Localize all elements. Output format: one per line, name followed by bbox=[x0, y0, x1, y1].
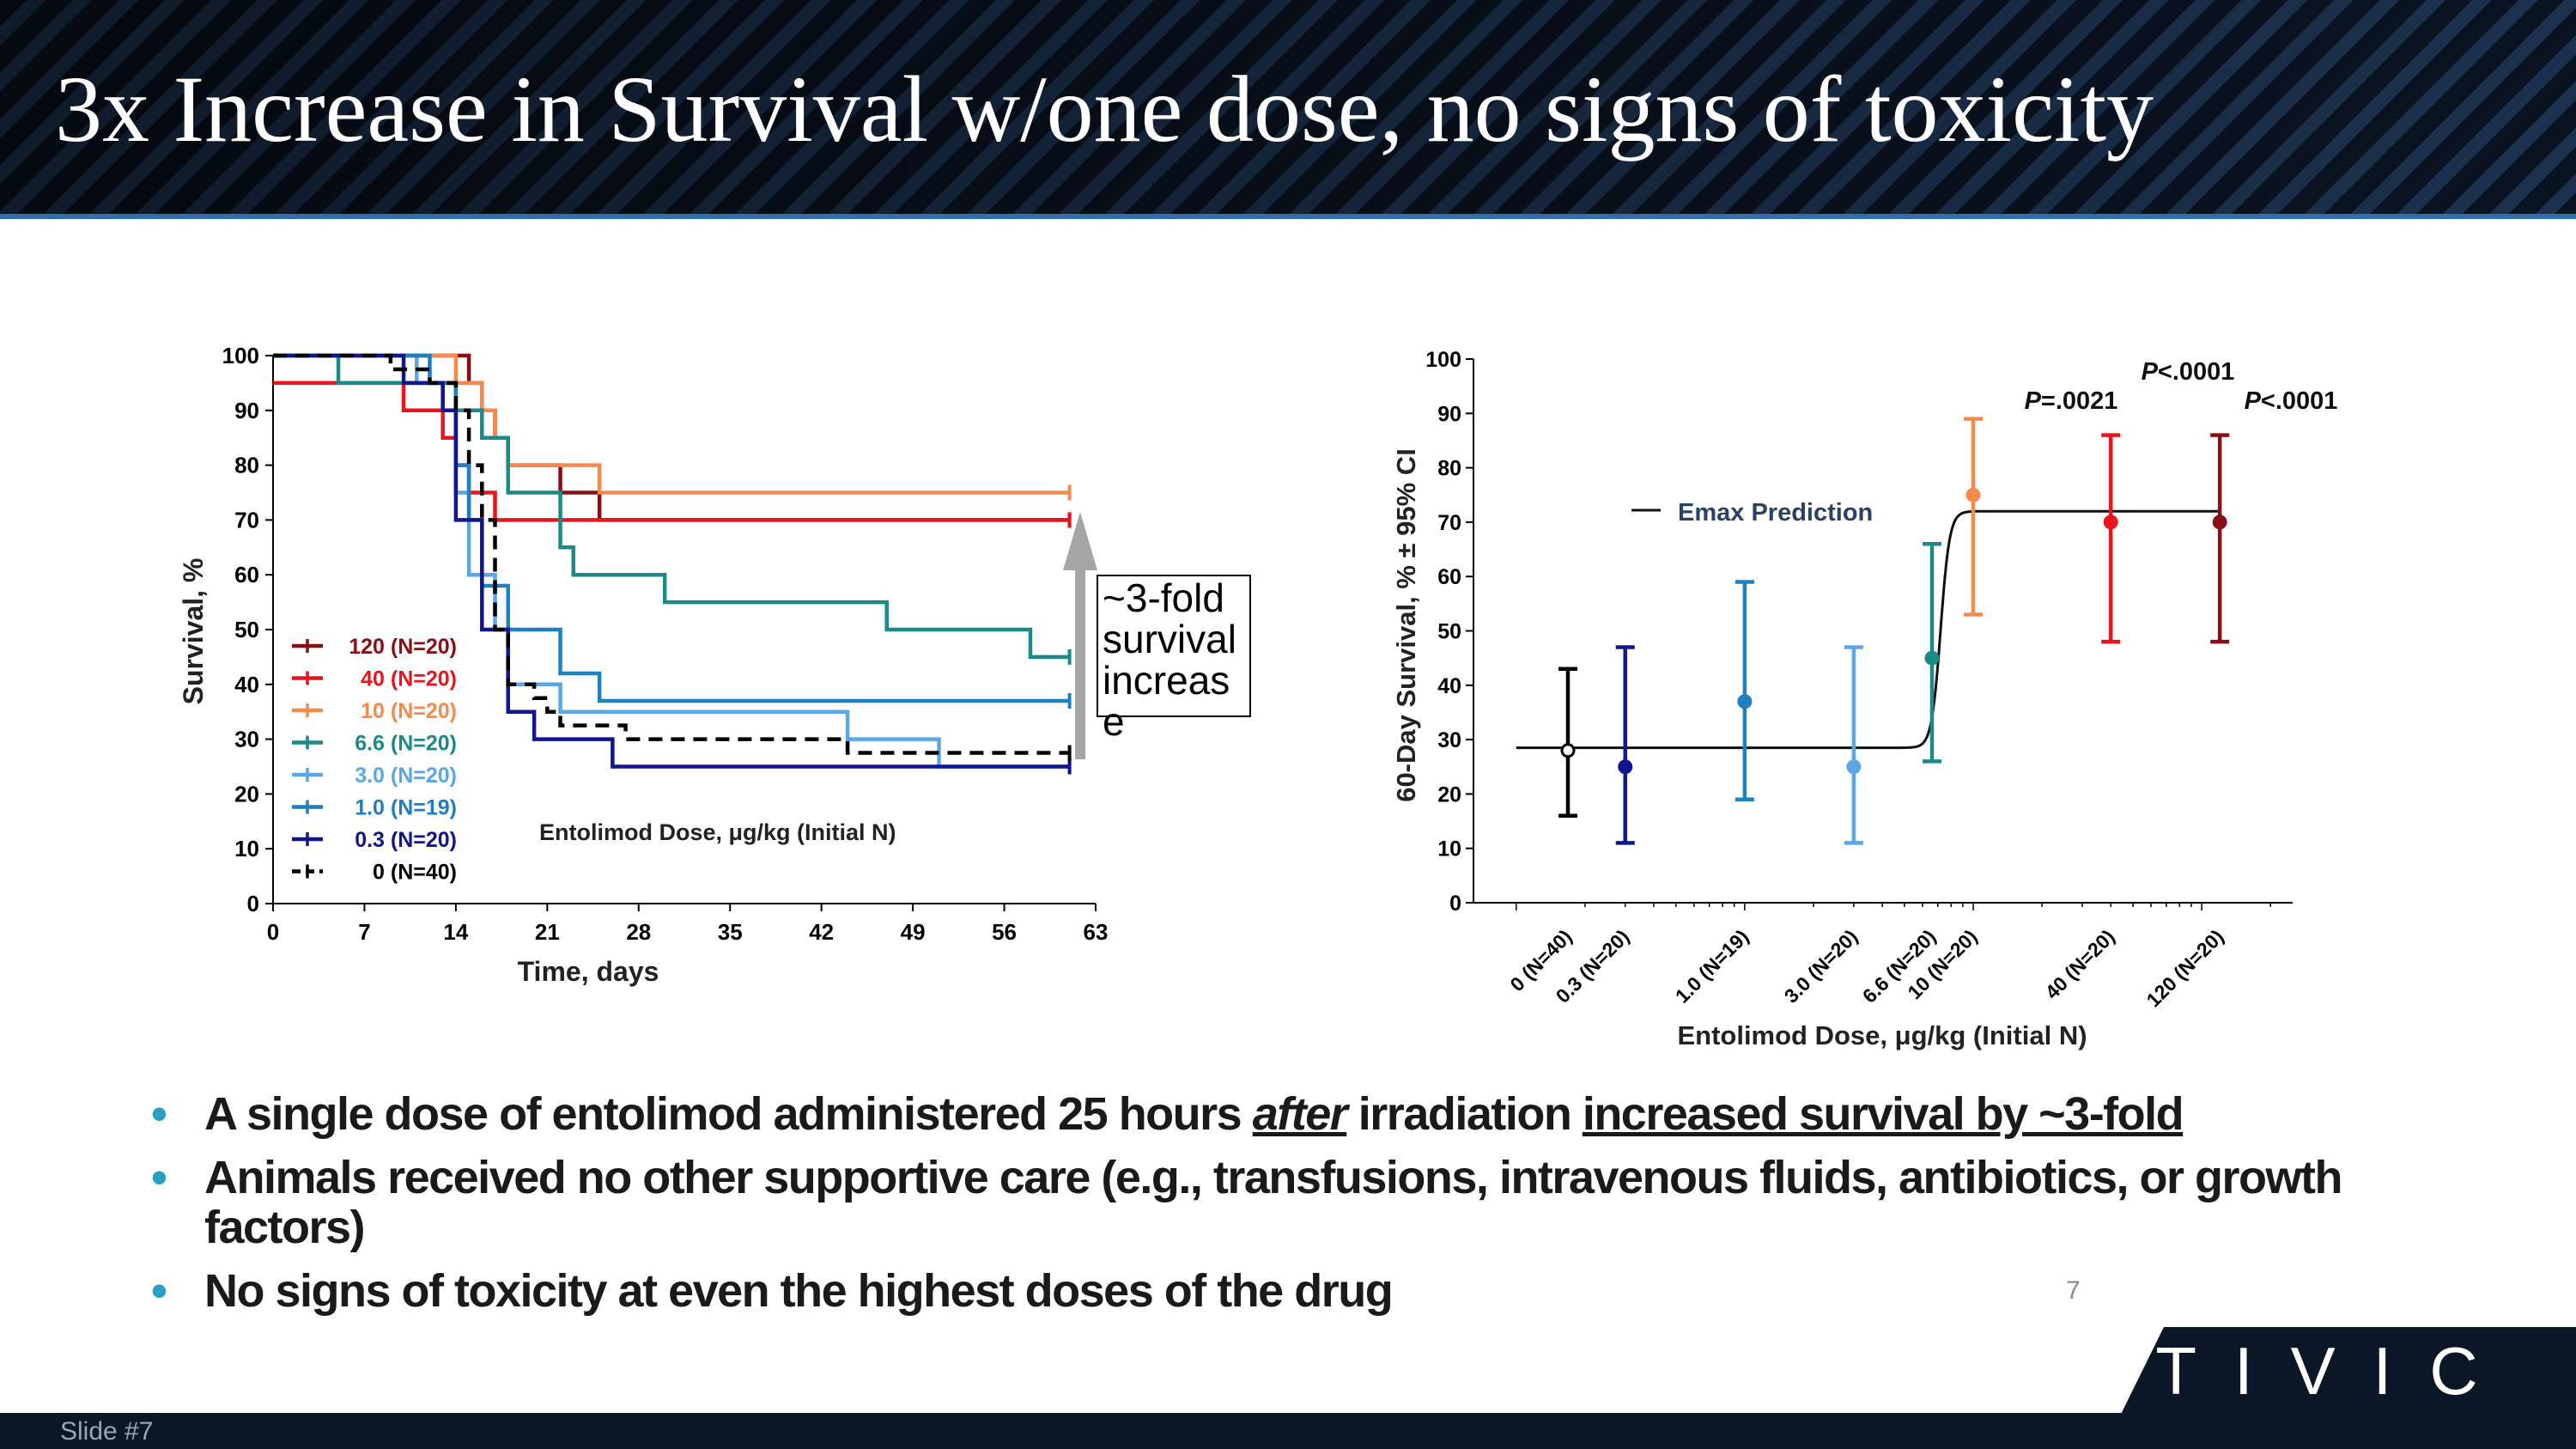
km-y-tick-label: 30 bbox=[234, 727, 259, 752]
bullet-dot: • bbox=[151, 1088, 167, 1140]
annotation-line: survival bbox=[1103, 617, 1236, 661]
km-legend-title: Entolimod Dose, μg/kg (Initial N) bbox=[539, 819, 896, 845]
title-banner: 3x Increase in Survival w/one dose, no s… bbox=[0, 0, 2576, 219]
bullet-1-part-3: irradiation bbox=[1346, 1088, 1583, 1140]
slide-title: 3x Increase in Survival w/one dose, no s… bbox=[55, 57, 2154, 161]
km-series-line bbox=[273, 381, 1070, 522]
company-logo: TIVIC bbox=[2155, 1333, 2515, 1409]
km-x-tick-label: 42 bbox=[809, 919, 834, 945]
annotation-line: increas bbox=[1103, 658, 1230, 703]
km-series-line bbox=[273, 353, 1070, 769]
km-y-tick-label: 100 bbox=[222, 343, 259, 368]
km-x-tick-label: 21 bbox=[535, 919, 560, 945]
km-y-tick-label: 10 bbox=[234, 836, 259, 861]
banner-rule bbox=[0, 214, 2576, 219]
km-x-tick-label: 49 bbox=[901, 919, 926, 945]
km-x-tick-label: 56 bbox=[992, 919, 1017, 945]
bullet-1: • A single dose of entolimod administered… bbox=[151, 1089, 2452, 1139]
bullet-3-text: No signs of toxicity at even the highest… bbox=[204, 1265, 1394, 1317]
annotation-line: ~3-fold bbox=[1103, 575, 1224, 620]
km-y-tick-label: 20 bbox=[234, 781, 259, 807]
km-series-line bbox=[273, 353, 1070, 755]
banner-shade bbox=[0, 0, 2576, 219]
bullet-dot: • bbox=[151, 1265, 167, 1317]
km-y-tick-label: 40 bbox=[234, 672, 259, 697]
increase-arrow-head bbox=[1063, 512, 1097, 570]
km-legend-label: 0 (N=40) bbox=[373, 861, 457, 885]
km-x-tick-label: 28 bbox=[626, 919, 651, 945]
bullet-2: • Animals received no other supportive ca… bbox=[151, 1153, 2452, 1252]
km-x-tick-label: 0 bbox=[267, 919, 279, 945]
bullet-2-text: Animals received no other supportive car… bbox=[204, 1152, 2343, 1253]
km-legend-label: 1.0 (N=19) bbox=[355, 796, 457, 820]
km-series-line bbox=[273, 353, 1070, 495]
km-y-tick-label: 60 bbox=[234, 562, 259, 588]
km-x-tick-label: 63 bbox=[1084, 919, 1109, 945]
km-legend-label: 6.6 (N=20) bbox=[355, 732, 457, 756]
km-x-axis-label: Time, days bbox=[518, 956, 659, 987]
km-y-axis-label: Survival, % bbox=[178, 558, 209, 705]
bullet-1-part-1: A single dose of entolimod administered … bbox=[204, 1088, 1253, 1140]
km-series-line bbox=[273, 353, 1070, 660]
km-y-tick-label: 0 bbox=[247, 891, 259, 916]
increase-arrow-shaft bbox=[1075, 570, 1085, 759]
km-x-tick-label: 35 bbox=[718, 919, 743, 945]
km-legend-label: 10 (N=20) bbox=[361, 699, 457, 723]
bullet-dot: • bbox=[151, 1152, 167, 1203]
slide-label: Slide #7 bbox=[60, 1417, 154, 1446]
km-y-tick-label: 90 bbox=[234, 398, 259, 423]
page-number: 7 bbox=[2066, 1276, 2081, 1305]
footer-strip bbox=[0, 1413, 2576, 1449]
km-legend-label: 120 (N=20) bbox=[349, 635, 457, 659]
bullet-list: • A single dose of entolimod administered… bbox=[151, 1089, 2452, 1330]
bullet-3: • No signs of toxicity at even the highes… bbox=[151, 1266, 2452, 1316]
km-legend-label: 0.3 (N=20) bbox=[355, 828, 457, 852]
km-series-line bbox=[273, 353, 1070, 522]
km-y-tick-label: 80 bbox=[234, 453, 259, 478]
annotation-text: ~3-fold survival increas e bbox=[1103, 575, 1236, 744]
bullet-1-emphasis: after bbox=[1252, 1088, 1348, 1140]
footer-bar: TIVIC bbox=[0, 1327, 2576, 1449]
annotation-box bbox=[1097, 575, 1251, 717]
annotation-line: e bbox=[1103, 699, 1125, 744]
bullet-1-underline: increased survival by ~3-fold bbox=[1582, 1088, 2184, 1140]
km-legend-label: 3.0 (N=20) bbox=[355, 764, 457, 788]
km-legend-label: 40 (N=20) bbox=[361, 667, 457, 691]
km-x-tick-label: 7 bbox=[358, 919, 370, 945]
km-x-tick-label: 14 bbox=[443, 919, 468, 945]
km-y-tick-label: 70 bbox=[234, 507, 259, 533]
km-y-tick-label: 50 bbox=[234, 617, 259, 642]
